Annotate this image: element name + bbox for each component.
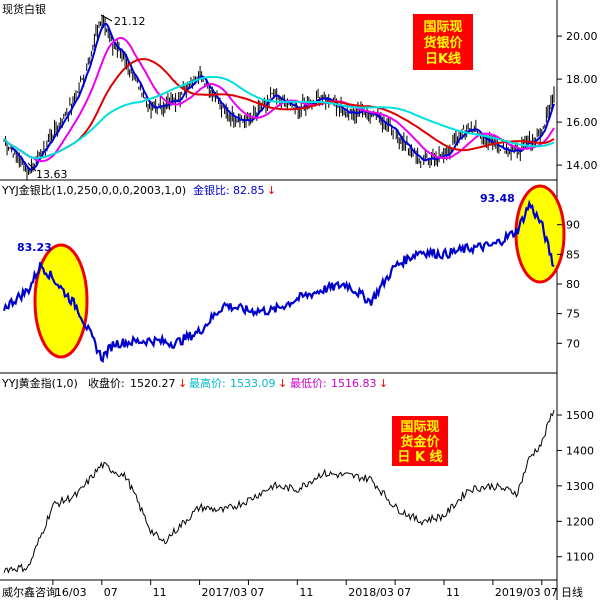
ratio-y-tick-label: 90 <box>566 219 580 232</box>
gold-panel: YYJ黄金指(1,0) 收盘价: 1520.27 ↓ 最高价: 1533.09 … <box>1 376 594 574</box>
gold-y-axis: 1100 1200 1300 1400 1500 <box>557 409 594 564</box>
silver-max-annotation: 21.12 <box>100 14 146 28</box>
silver-ma-cyan-line <box>3 75 555 160</box>
silver-annotation-line-1: 国际现 <box>423 20 462 35</box>
gold-price-line <box>3 409 555 574</box>
ratio-y-tick-label: 80 <box>566 278 580 291</box>
ratio-highlight-left <box>33 243 89 359</box>
ratio-value: 82.85 <box>233 184 265 197</box>
gold-y-tick-label: 1200 <box>566 515 594 528</box>
gold-silver-ratio-panel: YYJ金银比(1,0,250,0,0,0,2003,1,0) 金银比: 82.8… <box>1 183 580 364</box>
ratio-header: YYJ金银比(1,0,250,0,0,0,2003,1,0) 金银比: 82.8… <box>1 183 276 197</box>
time-axis-label: 07 <box>544 586 558 599</box>
time-axis-label: 2018/03 <box>348 586 394 599</box>
time-axis-label: 2017/03 <box>202 586 248 599</box>
ratio-highlight-right <box>514 184 566 284</box>
time-axis-label: 16/03 <box>55 586 87 599</box>
gold-y-tick-label: 1500 <box>566 409 594 422</box>
gold-y-tick-label: 1400 <box>566 444 594 457</box>
gold-y-tick-label: 1100 <box>566 551 594 564</box>
panel-frames <box>0 0 558 600</box>
gold-annotation-line-3: 日 K 线 <box>397 449 442 465</box>
gold-price-series <box>3 409 555 574</box>
ratio-y-tick-label: 85 <box>566 248 580 261</box>
gold-y-tick-label: 1300 <box>566 480 594 493</box>
time-axis-label: 07 <box>250 586 264 599</box>
time-axis-label: 11 <box>446 586 460 599</box>
silver-y-tick-label: 20.00 <box>566 30 598 43</box>
silver-min-label: 13.63 <box>36 168 68 181</box>
silver-ma-blue-line <box>3 22 555 172</box>
time-axis-label: 11 <box>153 586 167 599</box>
gold-close-arrow: ↓ <box>178 377 187 390</box>
gold-low-arrow: ↓ <box>379 377 388 390</box>
silver-y-tick-label: 18.00 <box>566 73 598 86</box>
gold-annotation-line-2: 货金价 <box>400 434 440 450</box>
silver-panel: 现货白银 14.00 16.00 18.00 20.00 21.12 13.63 国际… <box>2 2 598 181</box>
silver-y-tick-label: 14.00 <box>566 159 598 172</box>
time-axis-label: 07 <box>104 586 118 599</box>
gold-high-arrow: ↓ <box>278 377 287 390</box>
time-axis-source-label: 威尔鑫咨询 <box>2 585 57 599</box>
gold-low-label: 最低价: <box>290 377 327 390</box>
gold-annotation-box: 国际现 货金价 日 K 线 <box>392 416 448 466</box>
time-axis-label: 2019/03 <box>495 586 541 599</box>
ratio-name-label: 金银比: <box>193 183 230 197</box>
time-axis-label: 11 <box>299 586 313 599</box>
silver-annotation-line-3: 日K线 <box>425 51 461 67</box>
silver-min-annotation: 13.63 <box>27 162 68 181</box>
silver-max-label: 21.12 <box>114 15 146 28</box>
gold-close-value: 1520.27 <box>130 377 176 390</box>
gold-indicator-label: YYJ黄金指(1,0) <box>1 376 78 390</box>
silver-annotation-bg <box>413 14 473 70</box>
gold-annotation-line-1: 国际现 <box>400 420 439 435</box>
silver-moving-averages <box>3 22 555 172</box>
ratio-left-peak-label: 83.23 <box>17 241 52 254</box>
ratio-series <box>2 199 555 364</box>
ratio-right-peak-label: 93.48 <box>480 192 515 205</box>
silver-annotation-line-2: 货银价 <box>423 35 463 51</box>
ratio-y-tick-label: 75 <box>566 308 580 321</box>
silver-panel-title: 现货白银 <box>2 2 46 16</box>
gold-annotation-bg <box>392 416 448 466</box>
gold-header: YYJ黄金指(1,0) 收盘价: 1520.27 ↓ 最高价: 1533.09 … <box>1 376 388 390</box>
gold-high-value: 1533.09 <box>230 377 276 390</box>
silver-ma-red-line <box>3 58 555 160</box>
silver-annotation-box: 国际现 货银价 日K线 <box>413 14 473 70</box>
ratio-indicator-label: YYJ金银比(1,0,250,0,0,0,2003,1,0) <box>1 183 186 197</box>
silver-y-tick-label: 16.00 <box>566 116 598 129</box>
ratio-down-arrow: ↓ <box>267 184 276 197</box>
ratio-y-tick-label: 70 <box>566 337 580 350</box>
ratio-line <box>2 199 555 364</box>
ratio-y-axis: 70 75 80 85 90 <box>557 219 580 350</box>
gold-low-value: 1516.83 <box>331 377 377 390</box>
gold-high-label: 最高价: <box>189 376 226 390</box>
silver-y-axis: 14.00 16.00 18.00 20.00 <box>557 30 598 172</box>
period-label: 日线 <box>561 585 583 599</box>
gold-close-label: 收盘价: <box>88 376 125 390</box>
time-axis-label: 07 <box>397 586 411 599</box>
